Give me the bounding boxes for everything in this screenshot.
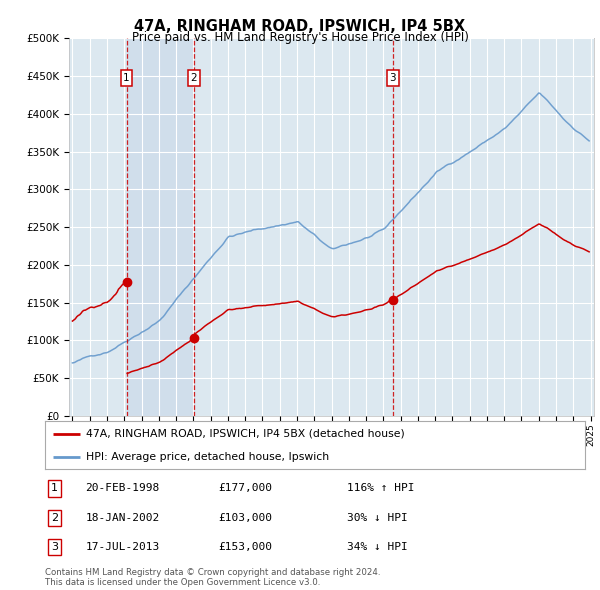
- Text: 3: 3: [51, 542, 58, 552]
- Text: 116% ↑ HPI: 116% ↑ HPI: [347, 483, 415, 493]
- Text: 1: 1: [51, 483, 58, 493]
- Text: 47A, RINGHAM ROAD, IPSWICH, IP4 5BX (detached house): 47A, RINGHAM ROAD, IPSWICH, IP4 5BX (det…: [86, 429, 404, 439]
- Text: 17-JUL-2013: 17-JUL-2013: [86, 542, 160, 552]
- Text: Price paid vs. HM Land Registry's House Price Index (HPI): Price paid vs. HM Land Registry's House …: [131, 31, 469, 44]
- Text: Contains HM Land Registry data © Crown copyright and database right 2024.
This d: Contains HM Land Registry data © Crown c…: [45, 568, 380, 587]
- Text: 3: 3: [389, 73, 396, 83]
- Text: £177,000: £177,000: [218, 483, 272, 493]
- Text: £153,000: £153,000: [218, 542, 272, 552]
- Text: 34% ↓ HPI: 34% ↓ HPI: [347, 542, 408, 552]
- Text: HPI: Average price, detached house, Ipswich: HPI: Average price, detached house, Ipsw…: [86, 452, 329, 462]
- Text: 2: 2: [51, 513, 58, 523]
- Text: 18-JAN-2002: 18-JAN-2002: [86, 513, 160, 523]
- Text: 30% ↓ HPI: 30% ↓ HPI: [347, 513, 408, 523]
- Text: 2: 2: [191, 73, 197, 83]
- Bar: [127, 38, 194, 416]
- Text: 47A, RINGHAM ROAD, IPSWICH, IP4 5BX: 47A, RINGHAM ROAD, IPSWICH, IP4 5BX: [134, 19, 466, 34]
- Text: 1: 1: [123, 73, 130, 83]
- Text: £103,000: £103,000: [218, 513, 272, 523]
- Text: 20-FEB-1998: 20-FEB-1998: [86, 483, 160, 493]
